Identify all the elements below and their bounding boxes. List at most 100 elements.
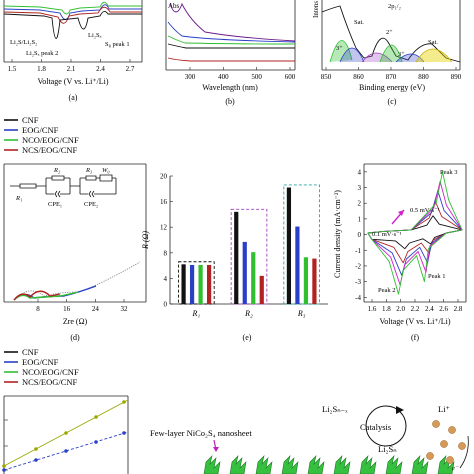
panel-h-annot-nanosheet: Few-layer NiCo₂S₄ nanosheet <box>150 428 252 438</box>
circuit-r2-cpe1 <box>45 175 80 198</box>
panel-e-bar <box>198 264 203 304</box>
panel-d-x-label: Zre (Ω) <box>63 317 88 326</box>
panel-c-annot-sat-2: Sat. <box>428 39 438 46</box>
panel-a-cv-curve-green <box>3 1 142 15</box>
panel-e-y-tick-label: 8 <box>164 249 168 257</box>
panel-c-peak-purple <box>361 52 393 63</box>
panel-g <box>2 395 129 474</box>
panel-d-curve-cnf <box>13 261 141 301</box>
panel-a-annot-li2sx: Li₂Sₓ <box>88 32 102 39</box>
panel-d-curve-nco <box>13 291 79 301</box>
circuit-r1 <box>10 183 46 189</box>
nanosheet <box>385 455 403 474</box>
panel-c-label: (c) <box>388 97 397 106</box>
panel-h-nanosheet-arrowhead <box>213 447 219 452</box>
nanosheet <box>359 455 377 474</box>
circuit-label-wo: W₀ <box>102 167 110 174</box>
electron-path <box>459 435 469 469</box>
panel-d-curve-eog <box>13 285 97 301</box>
panel-f-x-tick-label: 2.8 <box>454 305 463 313</box>
panel-e-y-label: R (Ω) <box>141 231 150 250</box>
panel-b-x-tick-label: 400 <box>218 73 229 81</box>
panel-f-y-tick-label: -4 <box>355 294 361 302</box>
panel-c-y-label: Intens <box>312 1 320 18</box>
panel-c-x-tick-label: 880 <box>418 73 429 81</box>
panel-h-annot-li-ion: Li⁺ <box>438 404 451 414</box>
panel-f-label: (f) <box>411 333 419 342</box>
panel-f-x-tick-label: 2.6 <box>439 305 448 313</box>
panel-f-annot-peak1: Peak 1 <box>428 273 446 280</box>
panel-g-point <box>34 458 38 462</box>
panel-c-peak-green <box>329 40 353 63</box>
legend-entry: EOG/CNF <box>22 125 59 135</box>
panel-b-curve-green <box>167 35 296 45</box>
panel-e: 0 4 8 12 16 20 R₁ R₂ R₃ R (Ω) (e) <box>141 173 328 342</box>
panel-f-cv-curve <box>367 201 463 264</box>
panel-e-y-tick-label: 4 <box>164 275 168 283</box>
catalysis-cycle-circle <box>365 405 407 447</box>
panel-g-point <box>94 415 98 419</box>
panel-g-point <box>122 400 126 404</box>
nanosheet <box>411 455 429 474</box>
panel-e-bar <box>295 226 300 304</box>
panel-c-x-label: Binding energy (eV) <box>359 83 425 92</box>
panel-e-bar <box>251 252 256 304</box>
panel-c-x-tick-label: 850 <box>321 73 332 81</box>
panel-e-bar <box>259 275 264 304</box>
panel-b-x-label: Wavelength (nm) <box>202 83 258 92</box>
panel-f-y-ticks: -4 -3 -2 -1 0 1 2 3 4 <box>355 168 367 302</box>
panel-e-group-outline <box>283 184 320 305</box>
panel-g-point <box>94 440 98 444</box>
panel-d-x-tick-label: 32 <box>121 305 129 313</box>
catalysis-cycle-arrowhead <box>396 406 404 414</box>
panel-e-bars <box>178 184 320 305</box>
panel-c-x-ticks: 850 860 870 880 890 <box>321 67 462 81</box>
panel-f-x-tick-label: 1.8 <box>382 305 391 313</box>
circuit-diagram <box>10 174 117 198</box>
nanosheet <box>281 455 299 474</box>
panel-a-x-tick-label: 1.8 <box>37 65 46 73</box>
panel-f-cv-curve <box>367 180 463 286</box>
panel-g-point <box>34 447 38 451</box>
panel-d-label: (d) <box>70 333 80 342</box>
lithium-ion <box>426 452 434 460</box>
panel-c-x-tick-label: 860 <box>353 73 364 81</box>
panel-f-cv-curve <box>367 215 463 250</box>
panel-a-annot-li2sx-peak2: Li₂Sₓ peak 2 <box>26 50 58 57</box>
panel-b-x-ticks: 300 400 500 600 <box>185 67 296 81</box>
panel-f-y-tick-label: 4 <box>358 168 362 176</box>
panel-d: R₁ R₂ R₃ W₀ CPE₁ CPE₂ 8 16 24 32 Zre (Ω) (d… <box>3 163 147 342</box>
lithium-ion <box>432 420 440 428</box>
panel-e-bar <box>242 241 247 304</box>
panel-c-peak-blue <box>339 47 365 63</box>
panel-f-x-tick-label: 1.6 <box>368 305 377 313</box>
panel-a-x-tick-label: 1.5 <box>8 65 17 73</box>
panel-e-bar <box>189 264 195 304</box>
panel-b-curve-purple <box>169 2 296 42</box>
lithium-ion <box>440 440 448 448</box>
panel-e-category-label: R₂ <box>244 309 253 318</box>
panel-b-x-tick-label: 500 <box>251 73 262 81</box>
panel-f-y-tick-label: -3 <box>355 278 361 286</box>
panel-h: Few-layer NiCo₂S₄ nanosheet Li₂Sₙ₋ₓ Cata… <box>150 404 469 474</box>
panel-e-category-label: R₃ <box>297 309 306 318</box>
panel-c-fit-envelope <box>321 5 461 63</box>
panel-d-x-tick-label: 8 <box>36 305 40 313</box>
panel-d-x-ticks: 8 16 24 32 <box>36 299 128 313</box>
lithium-ion <box>458 442 466 450</box>
panel-f-y-tick-label: 0 <box>358 231 362 239</box>
panel-f-annot-peak2: Peak 2 <box>378 287 396 294</box>
panel-f-x-tick-label: 2.0 <box>396 305 405 313</box>
panel-c-annot-sat-1: Sat. <box>354 19 364 26</box>
panel-a-x-label: Voltage (V vs. Li⁺/Li) <box>37 77 108 86</box>
panel-f-annot-0.1: 0.1 mV·s⁻¹ <box>372 231 402 238</box>
circuit-r3-wo-cpe2 <box>79 174 117 198</box>
legend-entry: NCS/EOG/CNF <box>22 145 78 155</box>
panel-c-annot-2p12: 2p₁/₂ <box>388 3 401 10</box>
panel-e-group-outline <box>178 261 215 305</box>
panel-b-curve-black <box>167 43 295 49</box>
panel-c-annot-3plus-2: 3⁺ <box>398 51 405 58</box>
panel-f-y-tick-label: 1 <box>358 215 362 223</box>
